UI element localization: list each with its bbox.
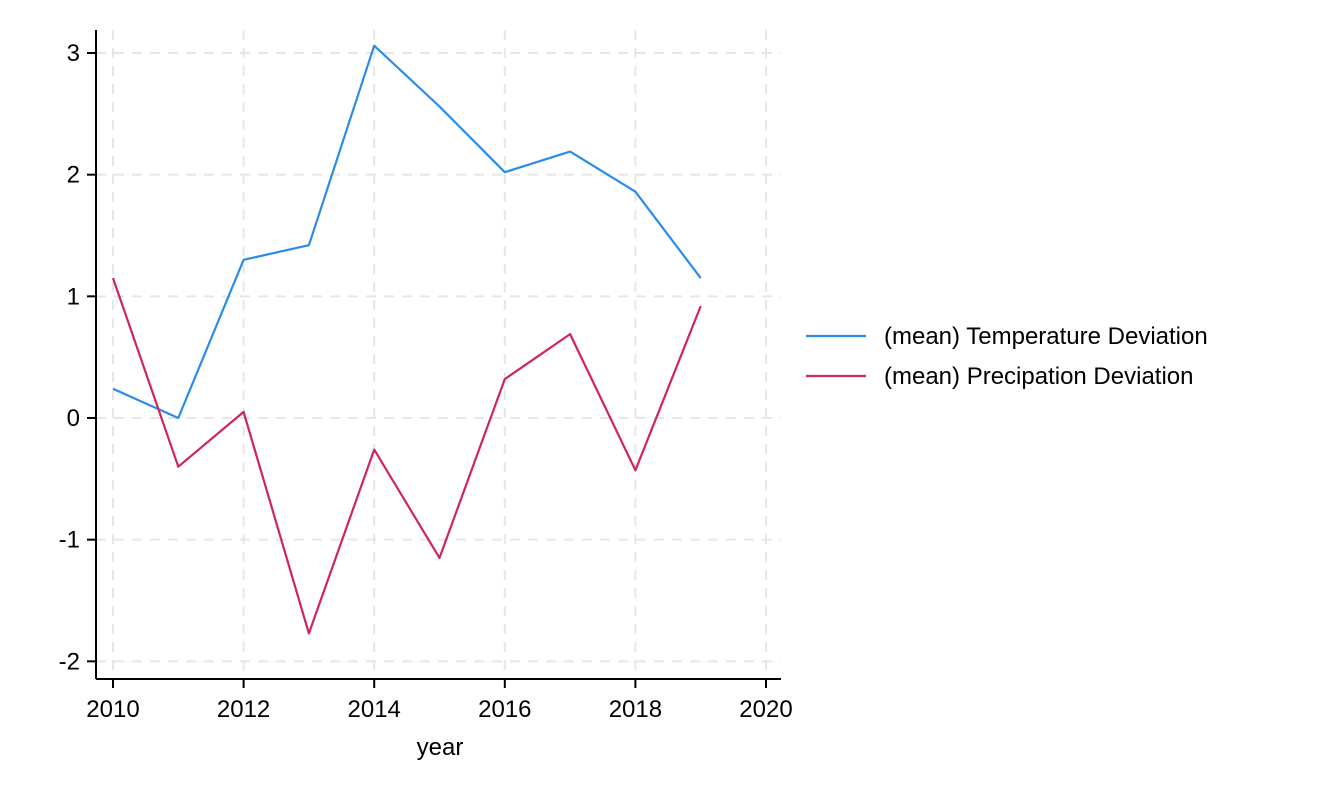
y-tick-label: -1: [59, 527, 80, 554]
y-tick-label: 2: [67, 162, 80, 189]
y-tick-label: 3: [67, 40, 80, 67]
x-axis-title: year: [417, 734, 464, 761]
x-tick-labels: 2010 2012 2014 2016 2018 2020: [86, 696, 792, 723]
y-tick-label: 1: [67, 283, 80, 310]
x-tick-label: 2016: [478, 696, 531, 723]
legend-label: (mean) Precipation Deviation: [884, 363, 1193, 390]
x-tick-label: 2020: [739, 696, 792, 723]
legend: (mean) Temperature Deviation (mean) Preci…: [806, 323, 1208, 390]
y-tick-labels: -2 -1 0 1 2 3: [59, 40, 80, 675]
grid-layer: [96, 30, 781, 679]
y-tick-label: 0: [67, 405, 80, 432]
series-line-precipitation: [111, 277, 702, 635]
x-tick-label: 2018: [609, 696, 662, 723]
axes-layer: [87, 30, 781, 688]
legend-label: (mean) Temperature Deviation: [884, 323, 1208, 350]
series-line-temperature: [112, 44, 702, 420]
series-layer: [111, 44, 702, 635]
x-tick-label: 2014: [348, 696, 401, 723]
y-tick-label: -2: [59, 648, 80, 675]
x-tick-label: 2012: [217, 696, 270, 723]
x-tick-label: 2010: [86, 696, 139, 723]
